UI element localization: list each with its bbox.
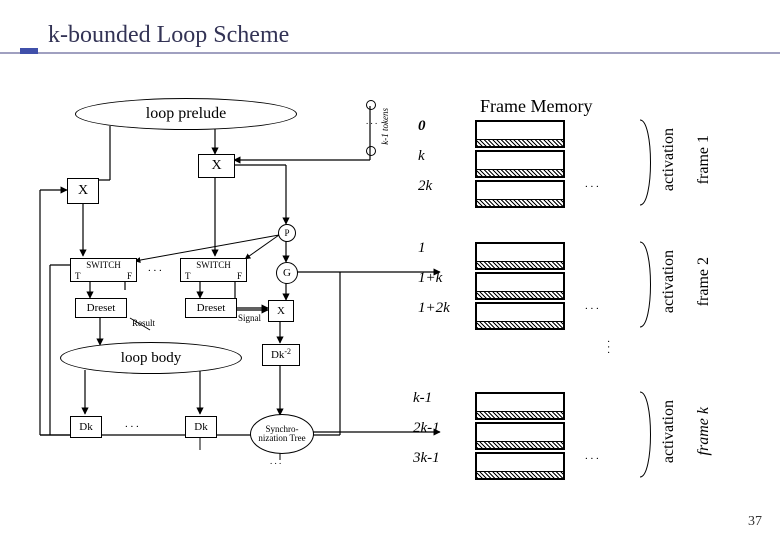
g2-l0: 1 [418,240,426,257]
gk-frame: frame k [695,407,713,455]
switch-1-label: SWITCH [71,260,136,270]
gk-cell0 [475,392,565,420]
dk-neg2-base: Dk [271,349,284,361]
g-node: G [276,262,298,284]
g2-dots: . . . [585,300,599,312]
gk-l0: k-1 [413,390,432,407]
frame-memory-title: Frame Memory [480,96,592,117]
switch-2-label: SWITCH [181,260,246,270]
g1-l2: 2k [418,178,432,195]
g2-frame: frame 2 [695,257,713,306]
title-underline [0,52,780,54]
x-node-right: X [198,154,235,178]
g1-cell1 [475,150,565,178]
g2-l2: 1+2k [418,300,450,317]
dk-dots: . . . [125,418,139,430]
title-accent [20,48,38,54]
g1-l1: k [418,148,425,165]
switch-1-t: T [75,271,81,281]
gk-cell1 [475,422,565,450]
result-label: Result [132,318,155,328]
gk-l2: 3k-1 [413,450,440,467]
token-dot-top [366,100,376,110]
switch-dots: . . . [148,262,162,274]
sync-tree: Synchro- nization Tree [250,414,314,454]
x-node-3: X [268,300,294,322]
dk-1: Dk [70,416,102,438]
g2-l1: 1+k [418,270,442,287]
gk-dots: . . . [585,450,599,462]
dreset-2: Dreset [185,298,237,318]
g1-frame: frame 1 [695,135,713,184]
g1-cell0 [475,120,565,148]
g2-cell0 [475,242,565,270]
token-vdots: . . . [366,116,377,126]
page-number: 37 [748,514,762,530]
dreset-1: Dreset [75,298,127,318]
tokens-label: k-1 tokens [380,108,390,145]
sync-dots: . . . [270,456,281,466]
switch-1: SWITCH T F [70,258,137,282]
g1-cell2 [475,180,565,208]
token-dot-bot [366,146,376,156]
switch-1-f: F [127,271,132,281]
g1-dots: . . . [585,178,599,190]
g2-act: activation [660,250,678,313]
x-node-left: X [67,178,99,204]
switch-2: SWITCH T F [180,258,247,282]
gk-act: activation [660,400,678,463]
g2-cell1 [475,272,565,300]
g1-act: activation [660,128,678,191]
loop-body: loop body [60,342,242,374]
dk-neg2-sup: -2 [284,347,291,356]
page-title: k-bounded Loop Scheme [48,22,289,49]
switch-2-t: T [185,271,191,281]
signal-label: Signal [238,313,261,323]
switch-2-f: F [237,271,242,281]
dk-neg2: Dk-2 [262,344,300,366]
g2-cell2 [475,302,565,330]
g1-l0: 0 [418,118,426,135]
loop-prelude: loop prelude [75,98,297,130]
p-node: P [278,224,296,242]
gk-cell2 [475,452,565,480]
gk-l1: 2k-1 [413,420,440,437]
dk-2: Dk [185,416,217,438]
gap-dots: . . . [605,340,617,354]
